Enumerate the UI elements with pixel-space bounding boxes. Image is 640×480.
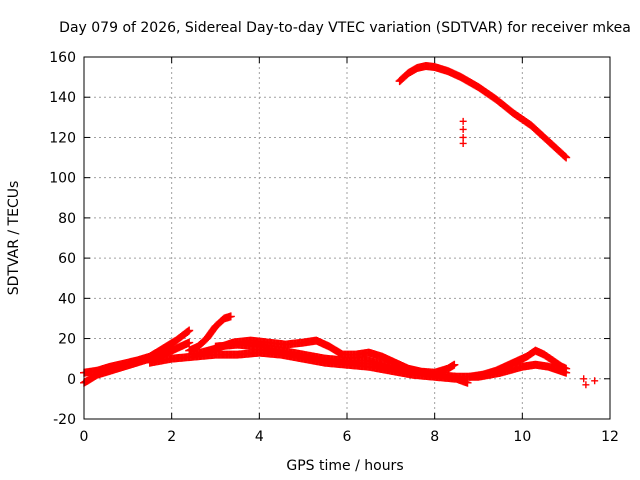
x-tick-label: 6: [343, 429, 352, 445]
data-point: [582, 381, 590, 389]
data-point: [459, 139, 467, 147]
y-tick-label: 160: [49, 50, 76, 66]
data-point: [226, 312, 235, 321]
data-point: [459, 117, 467, 125]
y-tick-label: -20: [53, 412, 76, 428]
x-tick-label: 4: [255, 429, 264, 445]
data-point: [459, 133, 467, 141]
data-point: [185, 338, 194, 347]
data-point: [560, 151, 569, 160]
y-tick-label: 120: [49, 130, 76, 146]
x-tick-label: 10: [513, 429, 531, 445]
x-tick-label: 0: [80, 429, 89, 445]
data-point: [591, 377, 599, 385]
y-tick-label: 0: [67, 372, 76, 388]
y-tick-label: 80: [58, 211, 76, 227]
y-axis-label: SDTVAR / TECUs: [6, 181, 22, 296]
x-tick-label: 8: [430, 429, 439, 445]
data-point: [561, 152, 570, 161]
data-point: [562, 153, 571, 162]
y-tick-label: 40: [58, 291, 76, 307]
data-point: [450, 360, 459, 369]
x-axis-label: GPS time / hours: [286, 458, 403, 474]
x-tick-label: 2: [167, 429, 176, 445]
data-point: [184, 327, 193, 336]
data-point: [562, 364, 571, 373]
data-point: [459, 125, 467, 133]
data-point: [580, 375, 588, 383]
chart-title: Day 079 of 2026, Sidereal Day-to-day VTE…: [59, 20, 631, 36]
y-tick-label: 60: [58, 251, 76, 267]
y-tick-label: 20: [58, 332, 76, 348]
x-tick-label: 12: [601, 429, 619, 445]
data-point: [183, 327, 192, 336]
y-tick-label: 100: [49, 171, 76, 187]
data-point: [185, 326, 194, 335]
data-markers: [80, 62, 599, 389]
y-tick-label: 140: [49, 90, 76, 106]
plot-frame: [83, 56, 611, 420]
